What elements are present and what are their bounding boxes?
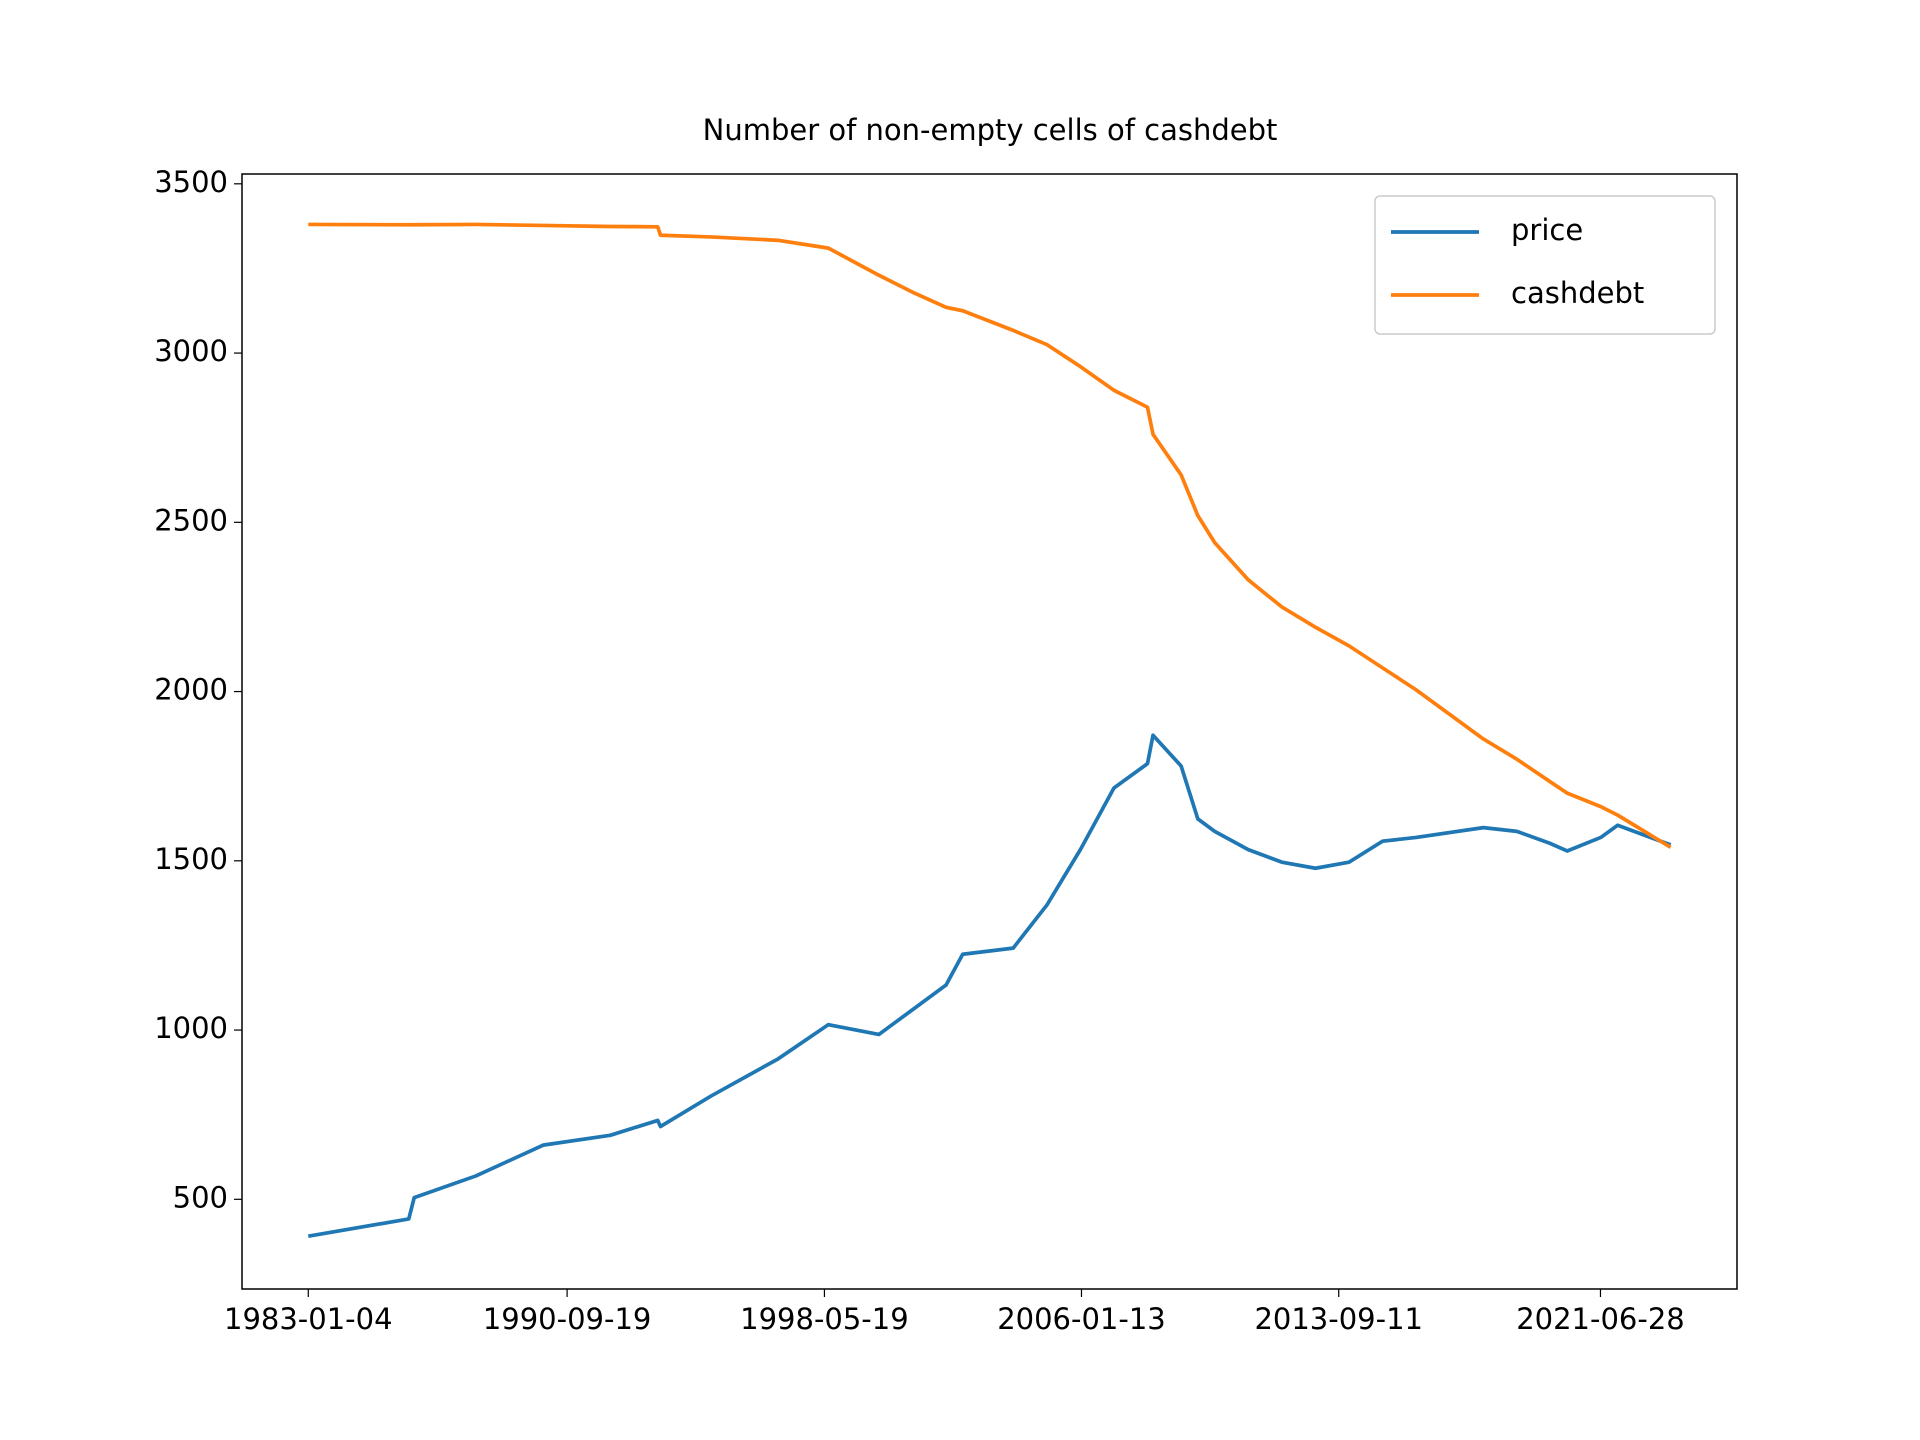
- x-tick-label: 2013-09-11: [1254, 1302, 1423, 1336]
- x-tick-label: 1983-01-04: [224, 1302, 393, 1336]
- x-tick-label: 2006-01-13: [997, 1302, 1166, 1336]
- line-series: [308, 222, 1672, 849]
- x-tick-label: 2021-06-28: [1516, 1302, 1685, 1336]
- chart-title: Number of non-empty cells of cashdebt: [703, 113, 1278, 147]
- legend-label: cashdebt: [1511, 276, 1644, 310]
- y-tick-label: 1000: [154, 1011, 228, 1045]
- legend: price cashdebt: [1374, 195, 1716, 335]
- y-tick-label: 3500: [154, 165, 228, 199]
- line-series: [307, 733, 1672, 1239]
- y-tick-label: 1500: [154, 842, 228, 876]
- y-tick-label: 2500: [154, 503, 228, 537]
- legend-label: price: [1511, 213, 1583, 247]
- plot-frame: [241, 173, 1738, 1290]
- x-tick-label: 1998-05-19: [740, 1302, 909, 1336]
- y-tick-label: 500: [173, 1180, 228, 1214]
- x-tick-label: 1990-09-19: [483, 1302, 652, 1336]
- y-tick-label: 3000: [154, 334, 228, 368]
- y-tick-label: 2000: [154, 673, 228, 707]
